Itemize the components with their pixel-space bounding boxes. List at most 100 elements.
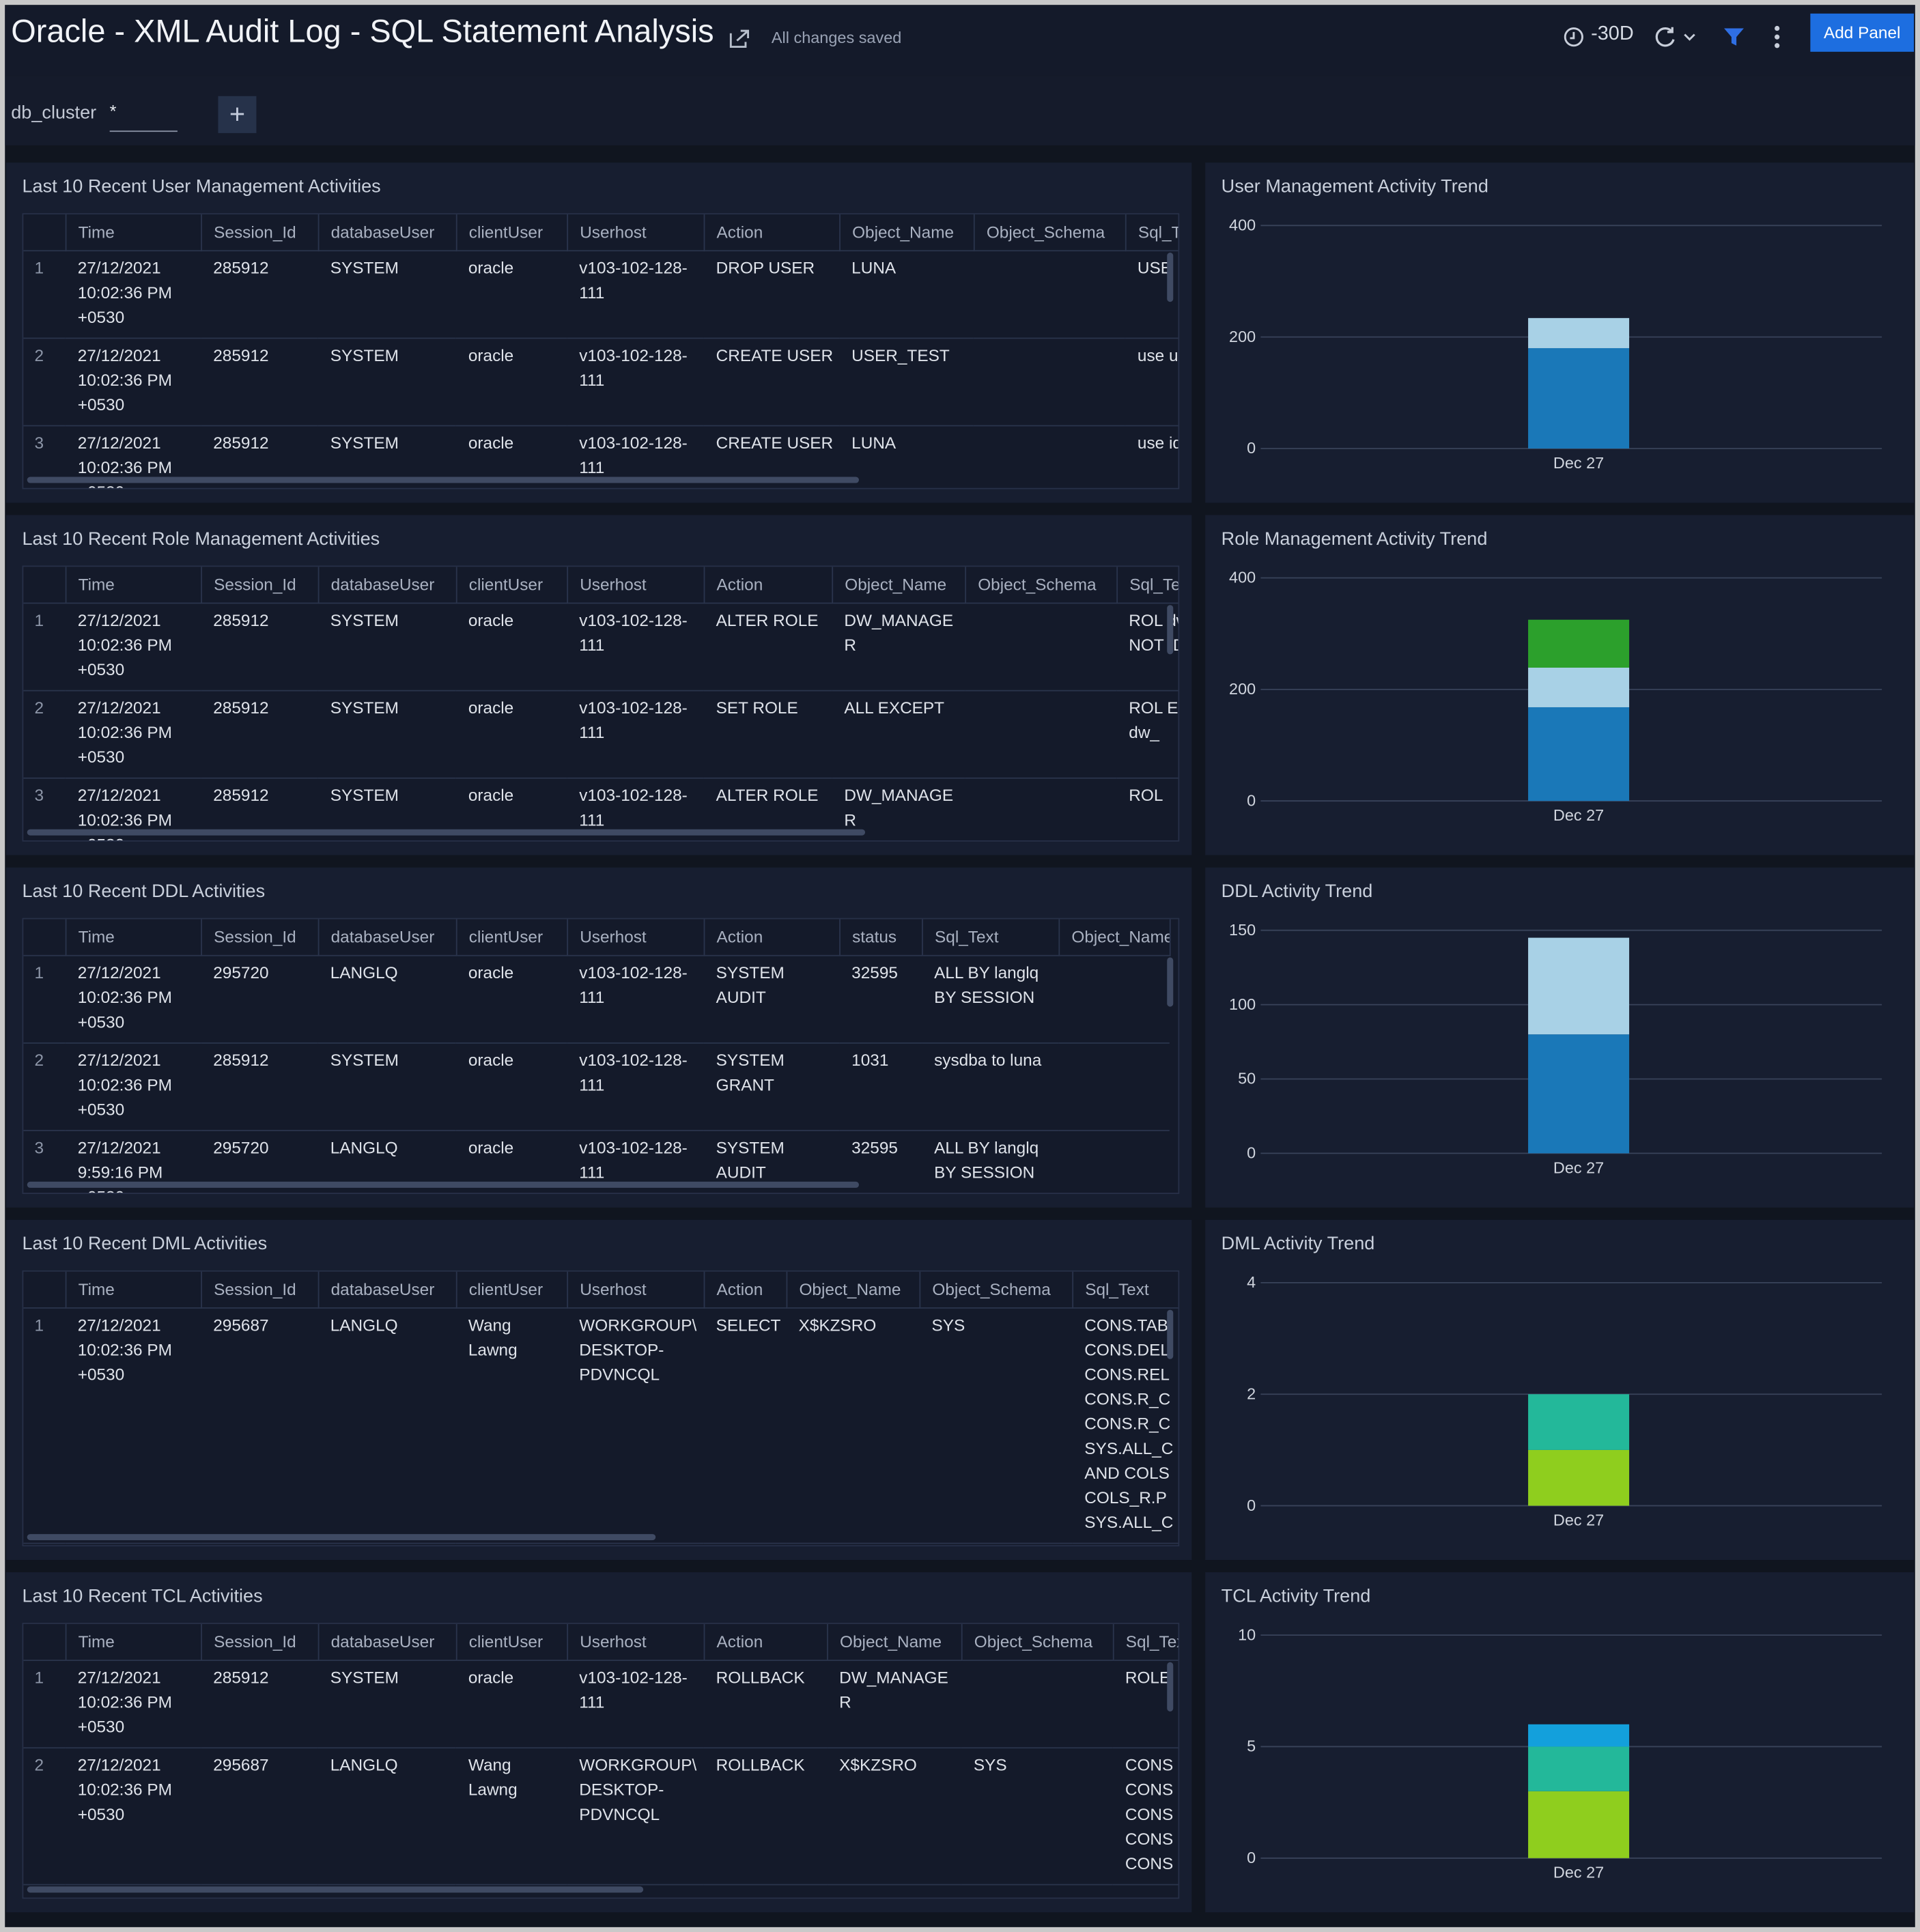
column-header: clientUser bbox=[455, 919, 568, 956]
x-tick-label: Dec 27 bbox=[1553, 1864, 1604, 1881]
column-header: databaseUser bbox=[317, 1623, 457, 1661]
column-header: Action bbox=[703, 1271, 787, 1309]
header-cell bbox=[23, 567, 66, 604]
table-cell: v103-102-128-111 bbox=[567, 690, 704, 779]
table-cell: SYSTEM bbox=[317, 690, 456, 779]
table-panel: Last 10 Recent Role Management Activitie… bbox=[6, 515, 1192, 855]
time-range[interactable]: -30D bbox=[1591, 23, 1634, 44]
table-cell: ROLLBACK bbox=[703, 1660, 828, 1749]
table-cell: ALTER ROLE bbox=[703, 603, 832, 692]
column-header: Object_Name bbox=[839, 214, 974, 252]
table-cell: 285912 bbox=[201, 251, 318, 339]
row-index: 1 bbox=[23, 251, 66, 339]
table-cell: LUNA bbox=[839, 425, 974, 488]
x-tick-label: Dec 27 bbox=[1553, 1159, 1604, 1176]
table-cell: CONS CONS CONS CONS CONS bbox=[1112, 1748, 1178, 1886]
column-header: Session_Id bbox=[201, 1271, 319, 1309]
table-cell: LANGLQ bbox=[317, 1748, 456, 1886]
bar-segment bbox=[1528, 1449, 1630, 1506]
bar-segment bbox=[1528, 937, 1630, 1035]
column-header: clientUser bbox=[455, 1623, 568, 1661]
table-cell: 32595 bbox=[839, 955, 922, 1044]
y-tick-label: 400 bbox=[1229, 216, 1256, 234]
add-filter-button[interactable]: + bbox=[218, 96, 257, 133]
data-table: Time Session_Id databaseUser clientUser User… bbox=[23, 1623, 1178, 1886]
table-cell bbox=[965, 603, 1117, 692]
filter-icon[interactable] bbox=[1721, 25, 1746, 49]
table-cell: USER_TEST bbox=[839, 338, 974, 427]
chart-panel: User Management Activity Trend 0 200 400 Dec… bbox=[1205, 162, 1915, 503]
table-cell: CREATE USER bbox=[703, 338, 840, 427]
table-container: Time Session_Id databaseUser clientUser User… bbox=[22, 1623, 1180, 1899]
column-header: Action bbox=[703, 567, 833, 604]
column-header: Session_Id bbox=[201, 214, 319, 252]
table-cell: Wang Lawng bbox=[455, 1307, 567, 1544]
table-row: 2 27/12/2021 10:02:36 PM +0530 295687 LANGL… bbox=[23, 1748, 1178, 1886]
table-cell: 27/12/2021 10:02:36 PM +0530 bbox=[65, 1660, 201, 1749]
column-header: Userhost bbox=[567, 214, 705, 252]
refresh-icon[interactable] bbox=[1654, 23, 1698, 51]
y-tick-label: 0 bbox=[1247, 1849, 1256, 1866]
filter-input[interactable]: * bbox=[109, 101, 178, 132]
table-cell: WORKGROUP\DESKTOP-PDVNCQL bbox=[567, 1307, 704, 1544]
row-index: 2 bbox=[23, 1042, 66, 1131]
table-cell bbox=[961, 1660, 1113, 1749]
header-row: Time Session_Id databaseUser clientUser User… bbox=[23, 567, 1178, 604]
table-cell: 27/12/2021 10:02:36 PM +0530 bbox=[65, 338, 201, 427]
table-cell: DW_MANAGER bbox=[827, 1660, 961, 1749]
column-header: Action bbox=[703, 1623, 828, 1661]
header-cell bbox=[23, 1623, 66, 1661]
table-cell: oracle bbox=[455, 338, 567, 427]
bar-segment bbox=[1528, 707, 1630, 801]
data-table: Time Session_Id databaseUser clientUser User… bbox=[23, 214, 1178, 488]
y-tick-label: 10 bbox=[1238, 1625, 1256, 1643]
table-container: Time Session_Id databaseUser clientUser User… bbox=[22, 565, 1180, 842]
column-header: Time bbox=[65, 1271, 202, 1309]
table-cell: SET ROLE bbox=[703, 690, 832, 779]
vertical-scrollbar bbox=[1167, 1662, 1174, 1712]
table-cell: 1031 bbox=[839, 1042, 922, 1131]
chart-panel: DML Activity Trend 0 2 4 Dec 27 bbox=[1205, 1219, 1915, 1561]
table-cell: v103-102-128-111 bbox=[567, 1042, 704, 1131]
table-row: 1 27/12/2021 10:02:36 PM +0530 295720 LANGL… bbox=[23, 955, 1170, 1044]
table-row: 1 27/12/2021 10:02:36 PM +0530 285912 SYSTE… bbox=[23, 603, 1178, 692]
table-cell: 27/12/2021 10:02:36 PM +0530 bbox=[65, 955, 201, 1044]
horizontal-scrollbar bbox=[27, 1534, 656, 1541]
header-row: Time Session_Id databaseUser clientUser User… bbox=[23, 1623, 1178, 1661]
table-cell: X$KZSRO bbox=[827, 1748, 961, 1886]
y-tick-label: 0 bbox=[1247, 1496, 1256, 1514]
y-tick-label: 200 bbox=[1229, 328, 1256, 345]
table-cell: ROLLBACK bbox=[703, 1748, 828, 1886]
header-row: Time Session_Id databaseUser clientUser User… bbox=[23, 214, 1178, 252]
trend-chart: 0 200 400 Dec 27 bbox=[1229, 216, 1882, 472]
data-table: Time Session_Id databaseUser clientUser User… bbox=[23, 1271, 1178, 1544]
table-cell: 295687 bbox=[201, 1748, 318, 1886]
column-header: Sql_Text bbox=[1125, 214, 1178, 252]
bar-segment bbox=[1528, 317, 1630, 348]
table-cell: SYSTEM bbox=[317, 1042, 456, 1131]
y-tick-label: 100 bbox=[1229, 995, 1256, 1013]
panel-title: User Management Activity Trend bbox=[1221, 176, 1488, 197]
column-header: databaseUser bbox=[317, 1271, 457, 1309]
table-cell bbox=[973, 338, 1125, 427]
table-cell: 285912 bbox=[201, 1660, 318, 1749]
row-index: 2 bbox=[23, 1748, 66, 1886]
table-cell: oracle bbox=[455, 1660, 567, 1749]
column-header: Object_Schema bbox=[973, 214, 1126, 252]
add-panel-button[interactable]: Add Panel bbox=[1810, 13, 1915, 52]
table-cell: 27/12/2021 10:02:36 PM +0530 bbox=[65, 1748, 201, 1886]
bar-segment bbox=[1528, 347, 1630, 449]
trend-chart: 0 50 100 150 Dec 27 bbox=[1229, 921, 1882, 1176]
table-container: Time Session_Id databaseUser clientUser User… bbox=[22, 1270, 1180, 1547]
table-cell bbox=[1058, 1130, 1170, 1193]
column-header: Time bbox=[65, 567, 202, 604]
header-row: Time Session_Id databaseUser clientUser User… bbox=[23, 919, 1170, 956]
table-cell: v103-102-128-111 bbox=[567, 603, 704, 692]
share-icon[interactable] bbox=[727, 26, 752, 51]
panel-title: Last 10 Recent TCL Activities bbox=[22, 1585, 263, 1607]
table-cell bbox=[965, 778, 1117, 840]
column-header: Sql_Text bbox=[922, 919, 1060, 956]
more-icon[interactable] bbox=[1770, 23, 1785, 51]
y-tick-label: 200 bbox=[1229, 680, 1256, 698]
